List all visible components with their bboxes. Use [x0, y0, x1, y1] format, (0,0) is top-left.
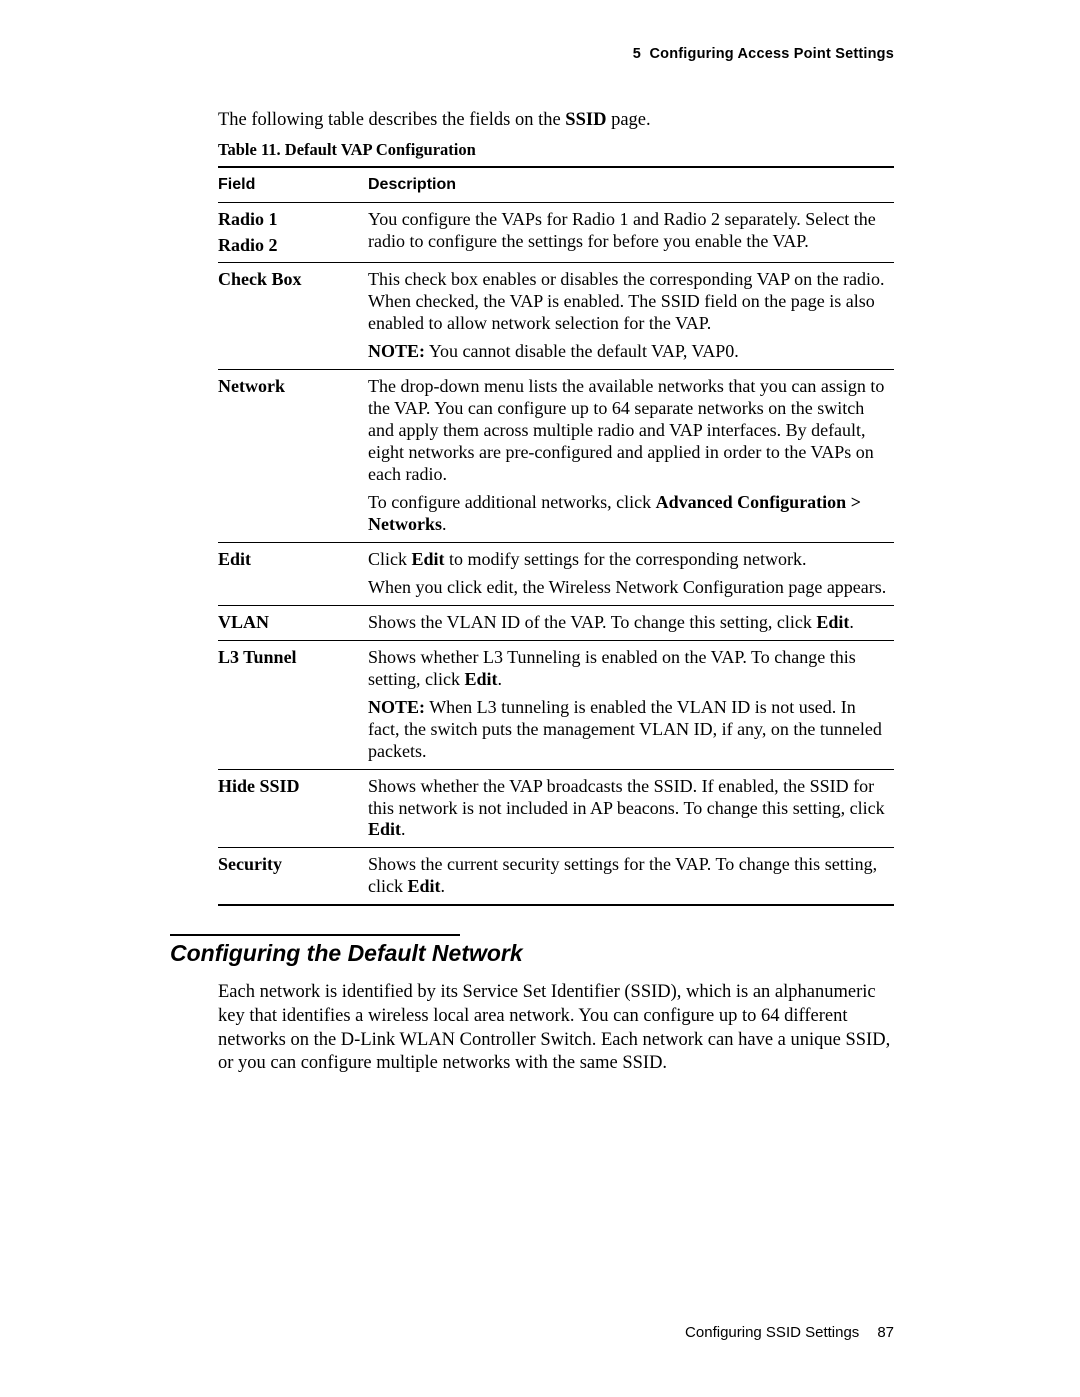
p1-prefix: Shows whether the VAP broadcasts the SSI… — [368, 776, 885, 818]
p2-prefix: To configure additional networks, click — [368, 492, 656, 512]
p2-suffix: . — [442, 514, 447, 534]
note-text: You cannot disable the default VAP, VAP0… — [425, 341, 739, 361]
section-rule — [170, 934, 460, 936]
note-text: When L3 tunneling is enabled the VLAN ID… — [368, 697, 882, 761]
section-heading: Configuring the Default Network — [170, 940, 894, 967]
footer-text: Configuring SSID Settings — [685, 1324, 859, 1341]
desc-text: When you click edit, the Wireless Networ… — [368, 577, 888, 599]
desc-cell: Click Edit to modify settings for the co… — [368, 542, 894, 605]
desc-text: Shows the current security settings for … — [368, 854, 888, 898]
desc-text: You configure the VAPs for Radio 1 and R… — [368, 209, 888, 253]
desc-text: To configure additional networks, click … — [368, 492, 888, 536]
table-caption: Table 11. Default VAP Configuration — [218, 140, 894, 160]
p1-bold: Edit — [407, 876, 440, 896]
table-row: Edit Click Edit to modify settings for t… — [218, 542, 894, 605]
page: 5 Configuring Access Point Settings The … — [0, 0, 1080, 1397]
p1-suffix: to modify settings for the corresponding… — [445, 549, 807, 569]
field-cell: Check Box — [218, 263, 368, 370]
chapter-title: Configuring Access Point Settings — [649, 46, 894, 62]
p1-prefix: Shows the VLAN ID of the VAP. To change … — [368, 612, 816, 632]
intro-prefix: The following table describes the fields… — [218, 110, 565, 130]
desc-text: Shows whether L3 Tunneling is enabled on… — [368, 647, 888, 691]
field-radio-1: Radio 1 — [218, 209, 358, 231]
table-row: Radio 1 Radio 2 You configure the VAPs f… — [218, 202, 894, 263]
desc-cell: Shows whether L3 Tunneling is enabled on… — [368, 640, 894, 769]
running-header: 5 Configuring Access Point Settings — [633, 46, 894, 62]
p1-prefix: Shows whether L3 Tunneling is enabled on… — [368, 647, 856, 689]
field-radio-2: Radio 2 — [218, 235, 358, 257]
section-body: Each network is identified by its Servic… — [218, 981, 894, 1076]
table-header-row: Field Description — [218, 167, 894, 202]
note-label: NOTE: — [368, 341, 425, 361]
desc-cell: Shows the current security settings for … — [368, 848, 894, 905]
table-row: Check Box This check box enables or disa… — [218, 263, 894, 370]
field-cell: Security — [218, 848, 368, 905]
desc-text: The drop-down menu lists the available n… — [368, 376, 888, 486]
field-cell: Radio 1 Radio 2 — [218, 202, 368, 263]
p1-bold: Edit — [816, 612, 849, 632]
table-row: Security Shows the current security sett… — [218, 848, 894, 905]
p1-suffix: . — [849, 612, 854, 632]
desc-cell: Shows whether the VAP broadcasts the SSI… — [368, 769, 894, 848]
field-cell: L3 Tunnel — [218, 640, 368, 769]
desc-text: Shows the VLAN ID of the VAP. To change … — [368, 612, 888, 634]
table-row: Hide SSID Shows whether the VAP broadcas… — [218, 769, 894, 848]
section-heading-wrap: Configuring the Default Network — [170, 934, 894, 967]
page-number: 87 — [877, 1324, 894, 1341]
intro-suffix: page. — [606, 110, 650, 130]
desc-text: Click Edit to modify settings for the co… — [368, 549, 888, 571]
vap-config-table: Field Description Radio 1 Radio 2 You co… — [218, 166, 894, 906]
desc-cell: Shows the VLAN ID of the VAP. To change … — [368, 605, 894, 640]
table-head-description: Description — [368, 167, 894, 202]
p1-bold: Edit — [368, 819, 401, 839]
field-cell: Edit — [218, 542, 368, 605]
desc-cell: This check box enables or disables the c… — [368, 263, 894, 370]
body-content: The following table describes the fields… — [218, 108, 894, 1076]
chapter-number: 5 — [633, 46, 641, 62]
page-footer: Configuring SSID Settings 87 — [685, 1324, 894, 1341]
p1-bold: Edit — [412, 549, 445, 569]
desc-text: This check box enables or disables the c… — [368, 269, 888, 335]
table-row: Network The drop-down menu lists the ava… — [218, 370, 894, 543]
field-cell: Network — [218, 370, 368, 543]
p1-bold: Edit — [464, 669, 497, 689]
desc-note: NOTE: When L3 tunneling is enabled the V… — [368, 697, 888, 763]
intro-bold: SSID — [565, 110, 606, 130]
field-cell: VLAN — [218, 605, 368, 640]
desc-text: Shows whether the VAP broadcasts the SSI… — [368, 776, 888, 842]
note-label: NOTE: — [368, 697, 425, 717]
intro-paragraph: The following table describes the fields… — [218, 108, 894, 132]
p1-suffix: . — [441, 876, 446, 896]
table-head-field: Field — [218, 167, 368, 202]
desc-cell: You configure the VAPs for Radio 1 and R… — [368, 202, 894, 263]
p1-suffix: . — [498, 669, 503, 689]
table-row: VLAN Shows the VLAN ID of the VAP. To ch… — [218, 605, 894, 640]
desc-note: NOTE: You cannot disable the default VAP… — [368, 341, 888, 363]
p1-suffix: . — [401, 819, 406, 839]
p1-prefix: Click — [368, 549, 412, 569]
table-row: L3 Tunnel Shows whether L3 Tunneling is … — [218, 640, 894, 769]
field-cell: Hide SSID — [218, 769, 368, 848]
desc-cell: The drop-down menu lists the available n… — [368, 370, 894, 543]
